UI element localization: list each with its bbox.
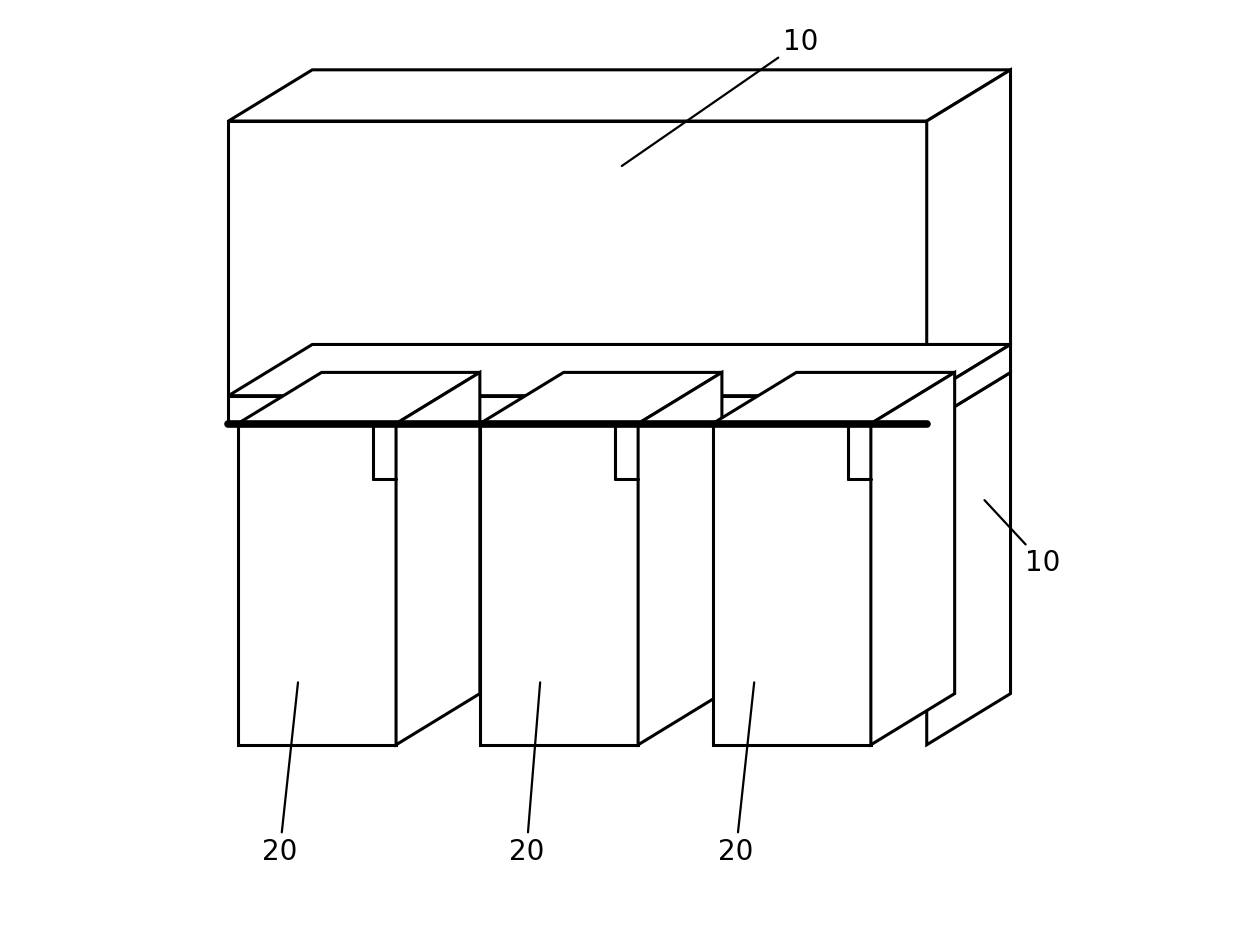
- Polygon shape: [712, 424, 871, 745]
- Polygon shape: [238, 424, 396, 745]
- Text: 20: 20: [719, 682, 755, 866]
- Text: 10: 10: [985, 500, 1061, 577]
- Polygon shape: [228, 70, 1011, 121]
- Polygon shape: [479, 424, 638, 745]
- Polygon shape: [927, 372, 1011, 745]
- Polygon shape: [927, 344, 1011, 424]
- Polygon shape: [238, 372, 479, 424]
- Polygon shape: [927, 70, 1011, 396]
- Text: 20: 20: [509, 682, 544, 866]
- Polygon shape: [228, 344, 1011, 396]
- Polygon shape: [712, 372, 955, 424]
- Text: 20: 20: [261, 682, 299, 866]
- Polygon shape: [638, 372, 722, 745]
- Polygon shape: [228, 396, 927, 424]
- Polygon shape: [228, 121, 927, 396]
- Polygon shape: [396, 372, 479, 745]
- Polygon shape: [871, 372, 955, 745]
- Text: 10: 10: [622, 28, 819, 166]
- Polygon shape: [479, 372, 722, 424]
